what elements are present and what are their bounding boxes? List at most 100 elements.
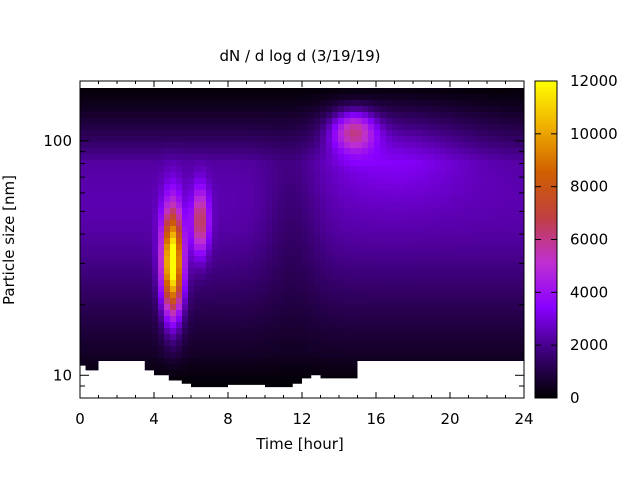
heatmap-cell bbox=[452, 238, 459, 245]
heatmap-cell bbox=[194, 358, 201, 365]
heatmap-cell bbox=[110, 112, 117, 119]
heatmap-cell bbox=[428, 124, 435, 131]
heatmap-cell bbox=[266, 202, 273, 209]
heatmap-cell bbox=[458, 112, 465, 119]
heatmap-cell bbox=[392, 298, 399, 305]
heatmap-cell bbox=[488, 256, 495, 263]
heatmap-cell bbox=[332, 352, 339, 359]
heatmap-cell bbox=[434, 208, 441, 215]
heatmap-cell bbox=[458, 316, 465, 323]
heatmap-cell bbox=[218, 172, 225, 179]
heatmap-cell bbox=[452, 106, 459, 113]
heatmap-cell bbox=[446, 202, 453, 209]
heatmap-cell bbox=[104, 142, 111, 149]
heatmap-cell bbox=[398, 280, 405, 287]
heatmap-cell bbox=[506, 184, 513, 191]
heatmap-cell bbox=[176, 154, 183, 161]
heatmap-cell bbox=[392, 100, 399, 107]
heatmap-cell bbox=[116, 280, 123, 287]
heatmap-cell bbox=[338, 250, 345, 257]
heatmap-cell bbox=[344, 208, 351, 215]
heatmap-cell bbox=[350, 130, 357, 137]
heatmap-cell bbox=[152, 112, 159, 119]
heatmap-cell bbox=[326, 322, 333, 329]
heatmap-cell bbox=[92, 196, 99, 203]
heatmap-cell bbox=[386, 154, 393, 161]
heatmap-cell bbox=[212, 286, 219, 293]
heatmap-cell bbox=[308, 124, 315, 131]
heatmap-cell bbox=[170, 298, 177, 305]
heatmap-cell bbox=[80, 304, 87, 311]
heatmap-cell bbox=[260, 370, 267, 377]
heatmap-cell bbox=[128, 250, 135, 257]
heatmap-cell bbox=[110, 226, 117, 233]
heatmap-cell bbox=[308, 196, 315, 203]
heatmap-cell bbox=[494, 142, 501, 149]
heatmap-cell bbox=[308, 358, 315, 365]
heatmap-cell bbox=[146, 298, 153, 305]
heatmap-cell bbox=[314, 214, 321, 221]
heatmap-cell bbox=[122, 166, 129, 173]
heatmap-cell bbox=[86, 124, 93, 131]
heatmap-cell bbox=[464, 214, 471, 221]
heatmap-cell bbox=[206, 256, 213, 263]
heatmap-cell bbox=[320, 136, 327, 143]
heatmap-cell bbox=[242, 262, 249, 269]
heatmap-cell bbox=[344, 142, 351, 149]
heatmap-cell bbox=[188, 124, 195, 131]
heatmap-cell bbox=[422, 262, 429, 269]
heatmap-cell bbox=[170, 358, 177, 365]
heatmap-cell bbox=[224, 322, 231, 329]
heatmap-cell bbox=[260, 358, 267, 365]
heatmap-cell bbox=[128, 334, 135, 341]
heatmap-cell bbox=[506, 262, 513, 269]
heatmap-cell bbox=[278, 112, 285, 119]
heatmap-cell bbox=[80, 310, 87, 317]
heatmap-cell bbox=[122, 196, 129, 203]
heatmap-cell bbox=[512, 124, 519, 131]
heatmap-cell bbox=[206, 232, 213, 239]
heatmap-cell bbox=[434, 322, 441, 329]
heatmap-cell bbox=[176, 160, 183, 167]
heatmap-cell bbox=[236, 352, 243, 359]
heatmap-cell bbox=[314, 328, 321, 335]
heatmap-cell bbox=[290, 196, 297, 203]
heatmap-cell bbox=[254, 190, 261, 197]
heatmap-cell bbox=[326, 130, 333, 137]
heatmap-cell bbox=[410, 268, 417, 275]
heatmap-cell bbox=[176, 178, 183, 185]
heatmap-cell bbox=[428, 298, 435, 305]
heatmap-cell bbox=[122, 106, 129, 113]
heatmap-cell bbox=[344, 262, 351, 269]
heatmap-cell bbox=[110, 328, 117, 335]
heatmap-cell bbox=[290, 226, 297, 233]
heatmap-cell bbox=[344, 214, 351, 221]
heatmap-cell bbox=[422, 130, 429, 137]
heatmap-cell bbox=[428, 196, 435, 203]
heatmap-cell bbox=[344, 88, 351, 95]
heatmap-cell bbox=[464, 130, 471, 137]
heatmap-cell bbox=[458, 268, 465, 275]
heatmap-cell bbox=[152, 316, 159, 323]
heatmap-cell bbox=[242, 88, 249, 95]
heatmap-cell bbox=[428, 214, 435, 221]
heatmap-cell bbox=[116, 118, 123, 125]
heatmap-cell bbox=[458, 208, 465, 215]
heatmap-cell bbox=[164, 250, 171, 257]
heatmap-cell bbox=[506, 130, 513, 137]
heatmap-cell bbox=[182, 148, 189, 155]
heatmap-cell bbox=[458, 286, 465, 293]
heatmap-cell bbox=[356, 352, 363, 359]
heatmap-cell bbox=[182, 184, 189, 191]
heatmap-cell bbox=[242, 310, 249, 317]
heatmap-cell bbox=[278, 232, 285, 239]
heatmap-cell bbox=[314, 370, 321, 377]
heatmap-cell bbox=[260, 334, 267, 341]
heatmap-cell bbox=[80, 292, 87, 299]
heatmap-cell bbox=[368, 238, 375, 245]
heatmap-cell bbox=[128, 136, 135, 143]
heatmap-cell bbox=[344, 334, 351, 341]
heatmap-cell bbox=[392, 250, 399, 257]
heatmap-cell bbox=[236, 232, 243, 239]
heatmap-cell bbox=[434, 172, 441, 179]
